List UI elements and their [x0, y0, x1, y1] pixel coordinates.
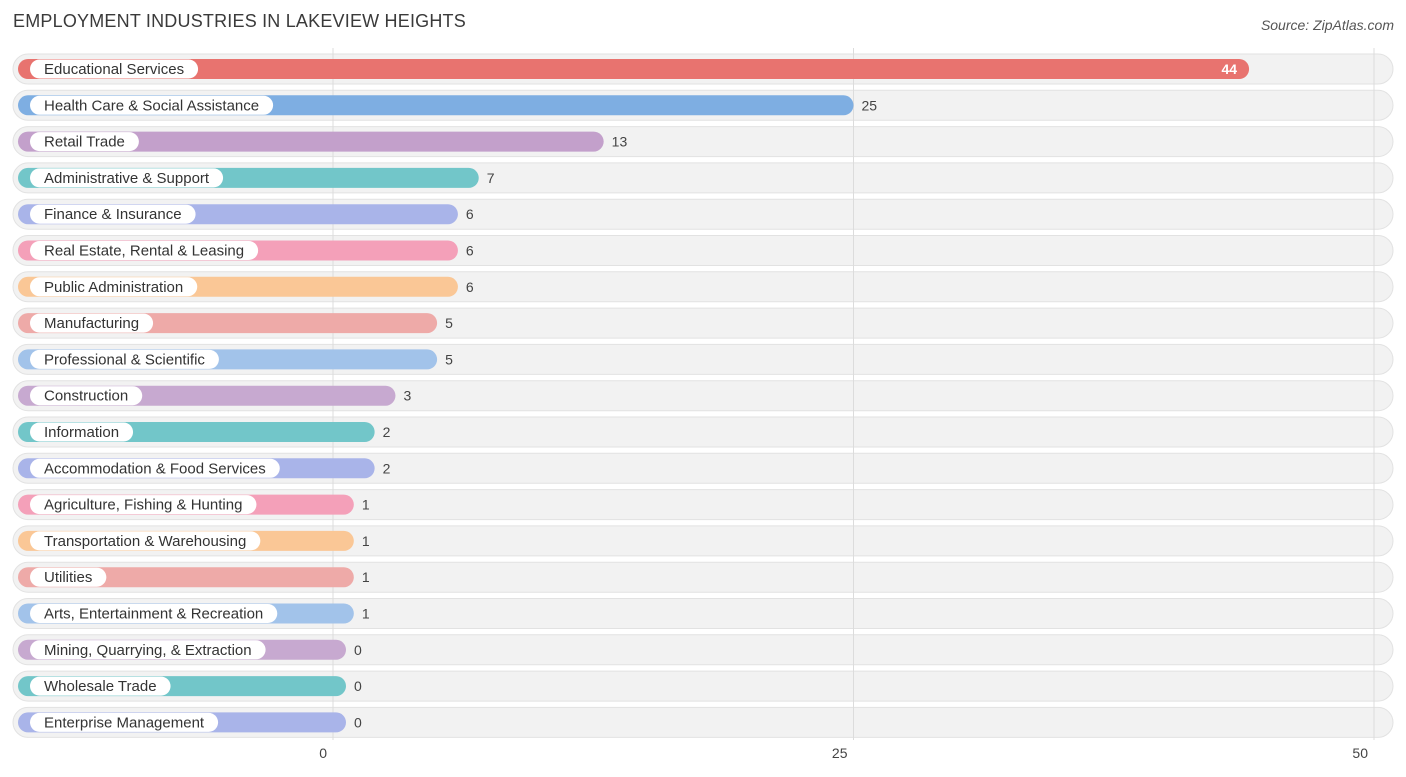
value-label: 1 — [362, 606, 370, 622]
bar-label-pill — [30, 640, 266, 660]
x-tick-label: 25 — [832, 745, 848, 761]
row-background — [12, 634, 1394, 666]
bar-label-pill — [30, 204, 196, 224]
value-label: 25 — [862, 97, 878, 113]
bar-label-pill — [30, 168, 224, 188]
category-label: Retail Trade — [44, 134, 125, 151]
value-label: 3 — [403, 388, 411, 404]
row-background — [12, 670, 1394, 702]
bar — [18, 59, 1250, 79]
row-background — [12, 706, 1394, 738]
bar-row: Educational Services 44 — [18, 59, 1250, 79]
bar-label-pill — [30, 241, 259, 260]
category-label: Wholesale Trade — [44, 678, 157, 695]
bar-row: Wholesale Trade 0 — [18, 676, 362, 697]
bar-row: Utilities 1 — [18, 567, 370, 588]
category-label: Manufacturing — [44, 315, 139, 332]
bar-label-pill — [30, 422, 134, 442]
value-label: 5 — [445, 315, 453, 331]
value-label: 2 — [383, 424, 391, 440]
category-label: Finance & Insurance — [44, 206, 182, 223]
value-label: 0 — [354, 642, 362, 658]
bar-label-pill — [30, 676, 171, 696]
chart-title: EMPLOYMENT INDUSTRIES IN LAKEVIEW HEIGHT… — [13, 11, 466, 31]
value-label: 6 — [466, 243, 474, 259]
value-label: 6 — [466, 279, 474, 295]
bar-row: Transportation & Warehousing 1 — [18, 530, 370, 551]
category-label: Health Care & Social Assistance — [44, 97, 259, 114]
bar-row: Administrative & Support 7 — [18, 167, 495, 188]
value-label: 6 — [466, 206, 474, 222]
category-label: Administrative & Support — [44, 170, 210, 187]
category-label: Transportation & Warehousing — [44, 533, 246, 550]
bar-label-pill — [30, 132, 139, 152]
bar-row: Agriculture, Fishing & Hunting 1 — [18, 494, 370, 515]
row-background — [12, 598, 1394, 629]
bar-label-pill — [30, 495, 257, 515]
bar-row: Health Care & Social Assistance 25 — [18, 95, 878, 116]
x-tick-label: 0 — [319, 745, 327, 761]
row-background — [12, 525, 1394, 557]
bar-label-pill — [30, 712, 219, 732]
bar-row: Mining, Quarrying, & Extraction 0 — [18, 639, 362, 660]
bar-label-pill — [30, 95, 274, 115]
value-label: 1 — [362, 497, 370, 513]
category-label: Accommodation & Food Services — [44, 460, 266, 477]
bar-label-pill — [30, 458, 280, 478]
bar-row: Professional & Scientific 5 — [18, 349, 453, 370]
bar — [18, 131, 604, 152]
value-label: 13 — [612, 134, 628, 150]
value-label: 5 — [445, 351, 453, 367]
bar-label-pill — [30, 531, 261, 551]
category-label: Professional & Scientific — [44, 351, 205, 368]
bar-row: Public Administration 6 — [18, 276, 474, 297]
bar-row: Real Estate, Rental & Leasing 6 — [18, 240, 474, 261]
value-label: 1 — [362, 533, 370, 549]
category-label: Enterprise Management — [44, 714, 205, 731]
category-label: Information — [44, 424, 119, 441]
bar-label-pill — [30, 277, 198, 297]
category-label: Educational Services — [44, 61, 184, 78]
category-label: Construction — [44, 388, 128, 405]
bar-label-pill — [30, 567, 107, 587]
value-label: 7 — [487, 170, 495, 186]
category-label: Real Estate, Rental & Leasing — [44, 243, 244, 260]
bar-row: Accommodation & Food Services 2 — [18, 458, 391, 479]
bar-row: Retail Trade 13 — [18, 131, 628, 152]
bar-label-pill — [30, 386, 143, 406]
value-label: 0 — [354, 678, 362, 694]
value-label: 0 — [354, 714, 362, 730]
value-label: 2 — [383, 460, 391, 476]
source-label: Source: ZipAtlas.com — [1260, 17, 1394, 33]
bar-row: Information 2 — [18, 422, 391, 442]
bar-label-pill — [30, 604, 278, 623]
value-label: 1 — [362, 569, 370, 585]
bar-label-pill — [30, 349, 219, 369]
row-background — [12, 561, 1394, 593]
bar-label-pill — [30, 59, 199, 79]
bar-row: Finance & Insurance 6 — [18, 204, 474, 225]
x-tick-label: 50 — [1352, 745, 1368, 761]
category-label: Agriculture, Fishing & Hunting — [44, 497, 242, 514]
category-label: Mining, Quarrying, & Extraction — [44, 642, 252, 659]
category-label: Utilities — [44, 569, 92, 586]
bar-row: Arts, Entertainment & Recreation 1 — [18, 603, 370, 624]
x-axis: 0 25 50 — [319, 745, 1368, 761]
category-label: Public Administration — [44, 279, 183, 296]
category-label: Arts, Entertainment & Recreation — [44, 606, 263, 623]
row-background — [12, 489, 1394, 521]
bar-row: Enterprise Management 0 — [18, 712, 362, 733]
value-label: 44 — [1222, 61, 1238, 77]
bar-row: Manufacturing 5 — [18, 313, 453, 334]
bar-label-pill — [30, 313, 154, 333]
bar-row: Construction 3 — [18, 385, 411, 406]
